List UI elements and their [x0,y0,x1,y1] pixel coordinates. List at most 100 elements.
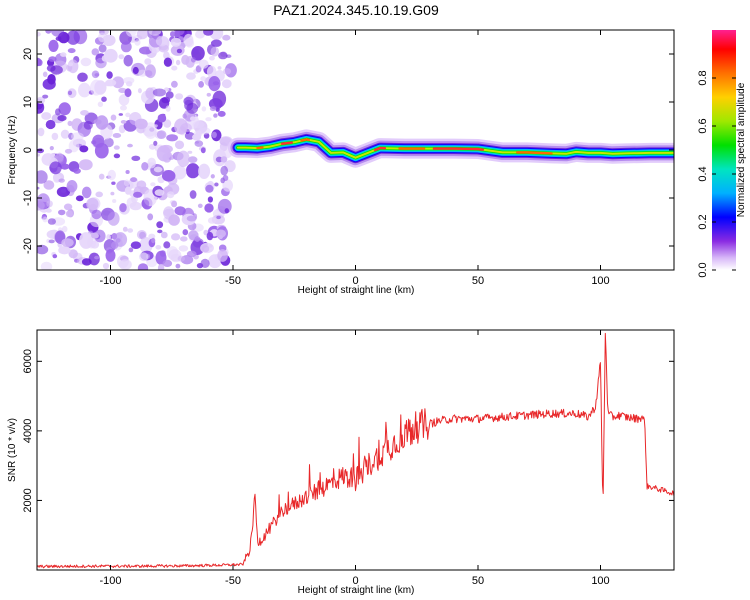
noise-blob [198,127,211,135]
snr-x-label: Height of straight line (km) [298,585,415,596]
noise-blob [162,259,173,267]
noise-blob [58,209,66,216]
noise-blob [139,46,153,55]
noise-blob [47,218,57,225]
noise-blob [186,72,196,80]
noise-blob [79,145,89,153]
noise-blob [104,137,114,148]
noise-blob [166,134,179,142]
noise-blob [67,62,74,67]
noise-blob [94,255,100,260]
noise-blob [188,156,198,164]
noise-blob [118,113,124,116]
noise-blob [157,263,165,270]
ridge-peak-0 [256,146,264,150]
noise-blob [198,163,211,179]
noise-blob [145,64,156,79]
noise-blob [101,96,107,102]
noise-blob [124,88,132,98]
noise-blob [195,30,205,39]
signal-ridge [227,129,674,168]
noise-blob [98,32,106,43]
noise-blob [98,44,107,53]
noise-blob [42,94,49,99]
noise-blob [206,92,211,97]
noise-blob [130,177,138,183]
snr-x-axis: -100 -50 0 50 100 [99,330,610,587]
noise-blob [133,191,143,198]
noise-blob [37,127,45,137]
noise-blob [110,191,115,196]
noise-blob [65,210,73,218]
noise-blob [186,215,197,222]
x-tick-label: 50 [472,575,484,587]
noise-blob [119,259,132,270]
noise-blob [197,203,203,208]
noise-blob [147,157,156,169]
noise-blob [148,233,156,240]
noise-blob [98,173,105,180]
ridge-peak-5 [432,147,485,151]
noise-blob [125,112,131,118]
noise-blob [67,90,73,96]
noise-blob [141,162,149,171]
noise-blob [176,48,182,54]
noise-blob [214,182,219,187]
noise-blob [150,182,156,187]
noise-blob [143,122,158,139]
noise-blob [95,191,103,198]
ridge-peak-2 [300,138,311,142]
noise-blob [127,143,133,148]
noise-blob [120,105,127,111]
noise-blob [66,30,80,45]
noise-blob [207,196,213,203]
noise-blob [106,234,111,241]
noise-blob [198,81,205,88]
noise-blob [163,206,175,220]
noise-blob [45,119,56,130]
noise-blob [153,166,163,173]
colorbar-tick-label: 0.6 [697,118,709,133]
noise-blob [222,175,229,181]
noise-blob [61,188,67,193]
x-tick-label: 0 [352,575,358,587]
noise-blob [167,152,172,157]
noise-blob [58,246,71,255]
noise-blob [209,55,215,61]
noise-blob [40,261,53,270]
noise-blob [51,132,59,141]
y-tick-label: 4000 [22,419,34,443]
noise-blob [182,229,189,236]
noise-blob [93,229,106,243]
noise-blob [211,131,217,138]
noise-blob [186,163,200,179]
noise-blob [161,170,176,182]
noise-blob [171,65,178,71]
noise-blob [171,80,178,88]
snr-plot-area [37,330,674,570]
noise-blob [102,262,110,270]
noise-blob [111,181,116,185]
noise-blob [120,120,127,124]
noise-blob [107,211,120,226]
noise-blob [163,57,172,67]
noise-blob [192,48,199,55]
noise-blob [129,201,142,211]
noise-blob [216,215,221,220]
noise-blob [66,180,78,193]
noise-blob [175,93,184,100]
noise-blob [97,101,104,108]
noise-blob [107,169,117,181]
noise-blob [174,118,188,135]
noise-blob [194,140,204,147]
noise-blob [156,130,167,140]
noise-blob [104,81,112,87]
colorbar-tick-label: 0.2 [697,214,709,229]
noise-blob [91,209,102,220]
noise-blob [49,161,62,175]
noise-blob [60,129,70,139]
y-tick-label: 20 [22,48,34,60]
noise-blob [201,106,207,112]
noise-blob [105,249,116,262]
noise-blob [192,133,202,141]
